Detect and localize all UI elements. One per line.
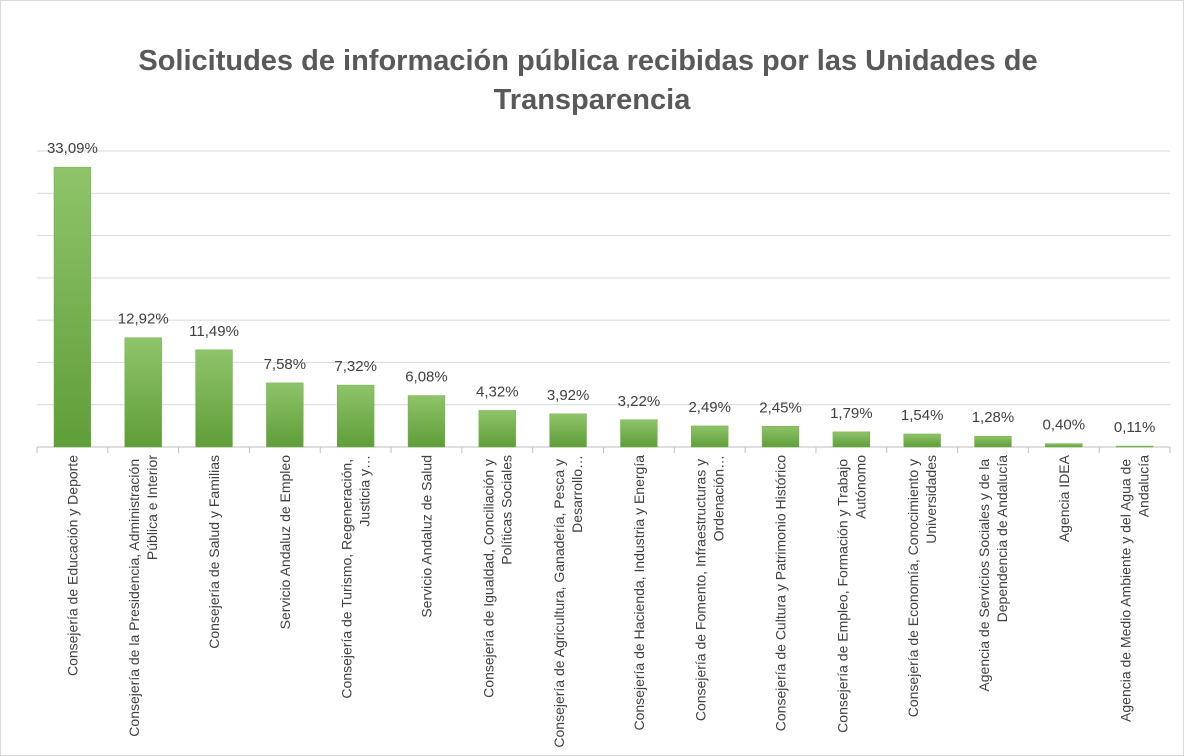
bar	[195, 349, 233, 448]
bar	[974, 435, 1012, 448]
x-tick-label: Agencia de Servicios Sociales y de la De…	[976, 455, 1010, 692]
x-tick-label: Consejería de Hacienda, Industria y Ener…	[631, 455, 647, 731]
value-label: 7,58%	[264, 356, 307, 373]
x-tick-label: Consejería de Educación y Deporte	[64, 455, 80, 676]
bar	[53, 166, 92, 448]
value-label: 33,09%	[47, 140, 98, 157]
bar	[1045, 443, 1083, 448]
value-label: 2,49%	[688, 399, 731, 416]
value-label: 6,08%	[405, 369, 448, 386]
x-tick-label: Consejería de Salud y Familias	[206, 455, 222, 649]
x-tick-label: Agencia de Medio Ambiente y del Agua de …	[1118, 455, 1152, 722]
value-label: 7,32%	[334, 358, 377, 375]
x-tick-label: Consejería de Igualdad, Conciliación y P…	[480, 455, 514, 698]
value-label: 4,32%	[476, 383, 519, 400]
value-label: 3,92%	[547, 387, 590, 404]
bar	[478, 410, 516, 448]
bar	[1115, 445, 1154, 448]
x-tick-label: Consejería de Economía, Conocimiento y U…	[905, 455, 939, 717]
value-label: 2,45%	[759, 399, 802, 416]
value-label: 0,40%	[1043, 417, 1086, 434]
x-tick-label: Servicio Andaluz de Empleo	[277, 455, 293, 630]
x-tick-label: Servicio Andaluz de Salud	[418, 455, 434, 618]
x-tick-label: Consejería de Fomento, Infraestructuras …	[693, 455, 727, 721]
value-label: 1,79%	[830, 405, 873, 422]
value-label: 3,22%	[618, 393, 661, 410]
bar	[124, 337, 162, 448]
bar	[832, 431, 871, 448]
bar	[691, 425, 729, 448]
x-tick-label: Consejería de la Presidencia, Administra…	[126, 455, 160, 737]
bar	[761, 426, 800, 448]
value-label: 1,28%	[972, 409, 1015, 426]
x-tick-label: Consejería de Agricultura, Ganadería, Pe…	[551, 455, 585, 748]
x-tick-label: Consejería de Cultura y Patrimonio Histó…	[773, 455, 789, 731]
value-label: 11,49%	[189, 323, 239, 340]
x-tick-label: Agencia IDEA	[1056, 454, 1072, 542]
x-tick-label: Consejería de Empleo, Formación y Trabaj…	[834, 455, 868, 733]
bar	[407, 395, 446, 448]
bar	[336, 384, 375, 448]
bar	[620, 419, 658, 448]
value-label: 0,11%	[1114, 419, 1155, 436]
value-label: 12,92%	[118, 311, 169, 328]
bar	[903, 433, 941, 448]
chart-title: Solicitudes de información pública recib…	[138, 45, 1045, 116]
bar	[266, 382, 304, 448]
x-tick-label: Consejería de Turismo, Regeneración, Jus…	[339, 455, 373, 699]
value-label: 1,54%	[901, 407, 944, 424]
bar	[549, 413, 587, 448]
